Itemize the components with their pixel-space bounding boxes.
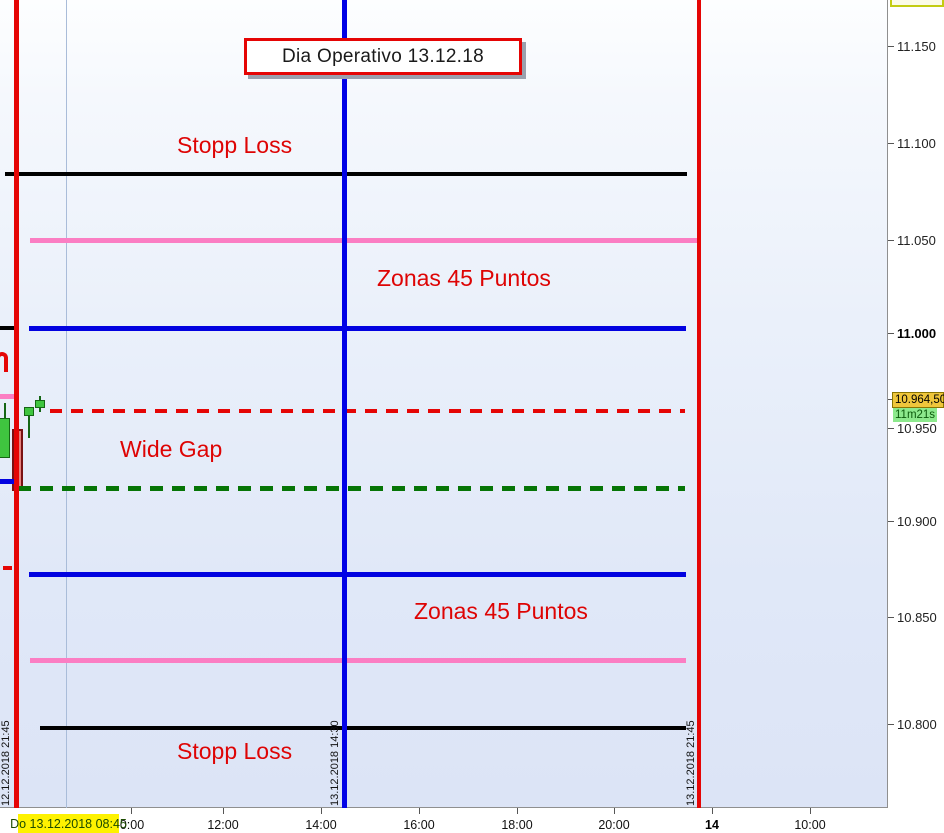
bar-countdown-box: 11m21s bbox=[893, 408, 937, 422]
zone-lower-pink-line[interactable] bbox=[30, 658, 686, 663]
wide-gap-label[interactable]: Wide Gap bbox=[120, 436, 223, 462]
vertical-gridline bbox=[66, 0, 67, 808]
gap-top-dashed-line[interactable] bbox=[50, 409, 685, 413]
session-line-mid-blue[interactable] bbox=[342, 0, 347, 808]
y-axis-label: 11.050 bbox=[897, 233, 936, 248]
zone-upper-pink-line[interactable] bbox=[30, 238, 701, 243]
y-tick bbox=[888, 521, 894, 522]
x-tick bbox=[419, 808, 420, 814]
x-axis-label: 10:00 bbox=[794, 818, 826, 832]
y-axis-label: 10.950 bbox=[897, 421, 937, 436]
y-tick bbox=[888, 617, 894, 618]
cursor-time-box: Do 13.12.2018 08:45 bbox=[10, 814, 127, 833]
candlestick-up bbox=[35, 400, 45, 408]
x-tick bbox=[223, 808, 224, 814]
y-tick bbox=[888, 240, 894, 241]
candle-wick bbox=[28, 415, 30, 438]
zone-upper-blue-line[interactable] bbox=[29, 326, 686, 331]
y-axis-label: 10.800 bbox=[897, 717, 937, 732]
black-line-stub bbox=[0, 326, 18, 330]
y-axis-label: 11.150 bbox=[897, 39, 936, 54]
y-axis-label: 10.900 bbox=[897, 514, 937, 529]
pink-line-stub bbox=[0, 394, 18, 399]
x-axis-label-bold: 14 bbox=[705, 818, 719, 832]
y-axis-label: 11.100 bbox=[897, 136, 936, 151]
y-tick bbox=[888, 724, 894, 725]
y-tick bbox=[888, 143, 894, 144]
session-timestamp-mid: 13.12.2018 14:30 bbox=[329, 720, 341, 806]
day-title-text: Dia Operativo 13.12.18 bbox=[282, 45, 484, 67]
x-tick bbox=[321, 808, 322, 814]
stopp-loss-lower-line[interactable] bbox=[40, 726, 686, 730]
x-axis-label: 20:00 bbox=[598, 818, 630, 832]
clipped-price-alert-box bbox=[890, 0, 944, 7]
x-axis-label: 18:00 bbox=[501, 818, 533, 832]
candlestick-up bbox=[24, 407, 34, 416]
candle-wick bbox=[4, 403, 6, 419]
y-tick bbox=[888, 333, 894, 334]
red-tick-marker bbox=[3, 566, 12, 570]
x-tick bbox=[810, 808, 811, 814]
session-timestamp-left: 12.12.2018 21:45 bbox=[0, 720, 12, 806]
x-tick bbox=[712, 808, 713, 814]
day-title-box[interactable]: Dia Operativo 13.12.18 bbox=[244, 38, 522, 75]
stopp-loss-upper-label[interactable]: Stopp Loss bbox=[177, 132, 293, 158]
candlestick-up bbox=[0, 418, 10, 458]
x-axis-label: 0:00 bbox=[119, 818, 145, 832]
x-axis-label: 14:00 bbox=[305, 818, 337, 832]
y-tick bbox=[888, 46, 894, 47]
x-tick bbox=[131, 808, 132, 814]
y-tick bbox=[888, 399, 894, 400]
y-tick bbox=[888, 428, 894, 429]
x-tick bbox=[614, 808, 615, 814]
clipped-red-marker bbox=[0, 352, 8, 372]
y-axis-label: 10.850 bbox=[897, 610, 937, 625]
zonas-45-puntos-lower-label[interactable]: Zonas 45 Puntos bbox=[414, 598, 588, 624]
session-timestamp-right: 13.12.2018 21:45 bbox=[685, 720, 697, 806]
y-axis-label-bold: 11.000 bbox=[897, 326, 937, 341]
session-line-right-red[interactable] bbox=[697, 0, 701, 808]
last-price-box: 10.964,50 bbox=[892, 392, 944, 408]
zone-lower-blue-line[interactable] bbox=[29, 572, 686, 577]
x-axis-label: 16:00 bbox=[403, 818, 435, 832]
zonas-45-puntos-upper-label[interactable]: Zonas 45 Puntos bbox=[377, 265, 551, 291]
plot-area[interactable] bbox=[0, 0, 888, 808]
stopp-loss-lower-label[interactable]: Stopp Loss bbox=[177, 738, 293, 764]
blue-line-stub bbox=[0, 479, 18, 484]
session-line-left-red[interactable] bbox=[14, 0, 19, 808]
x-axis-label: 12:00 bbox=[207, 818, 239, 832]
gap-bottom-dashed-line[interactable] bbox=[18, 486, 685, 491]
x-tick bbox=[517, 808, 518, 814]
